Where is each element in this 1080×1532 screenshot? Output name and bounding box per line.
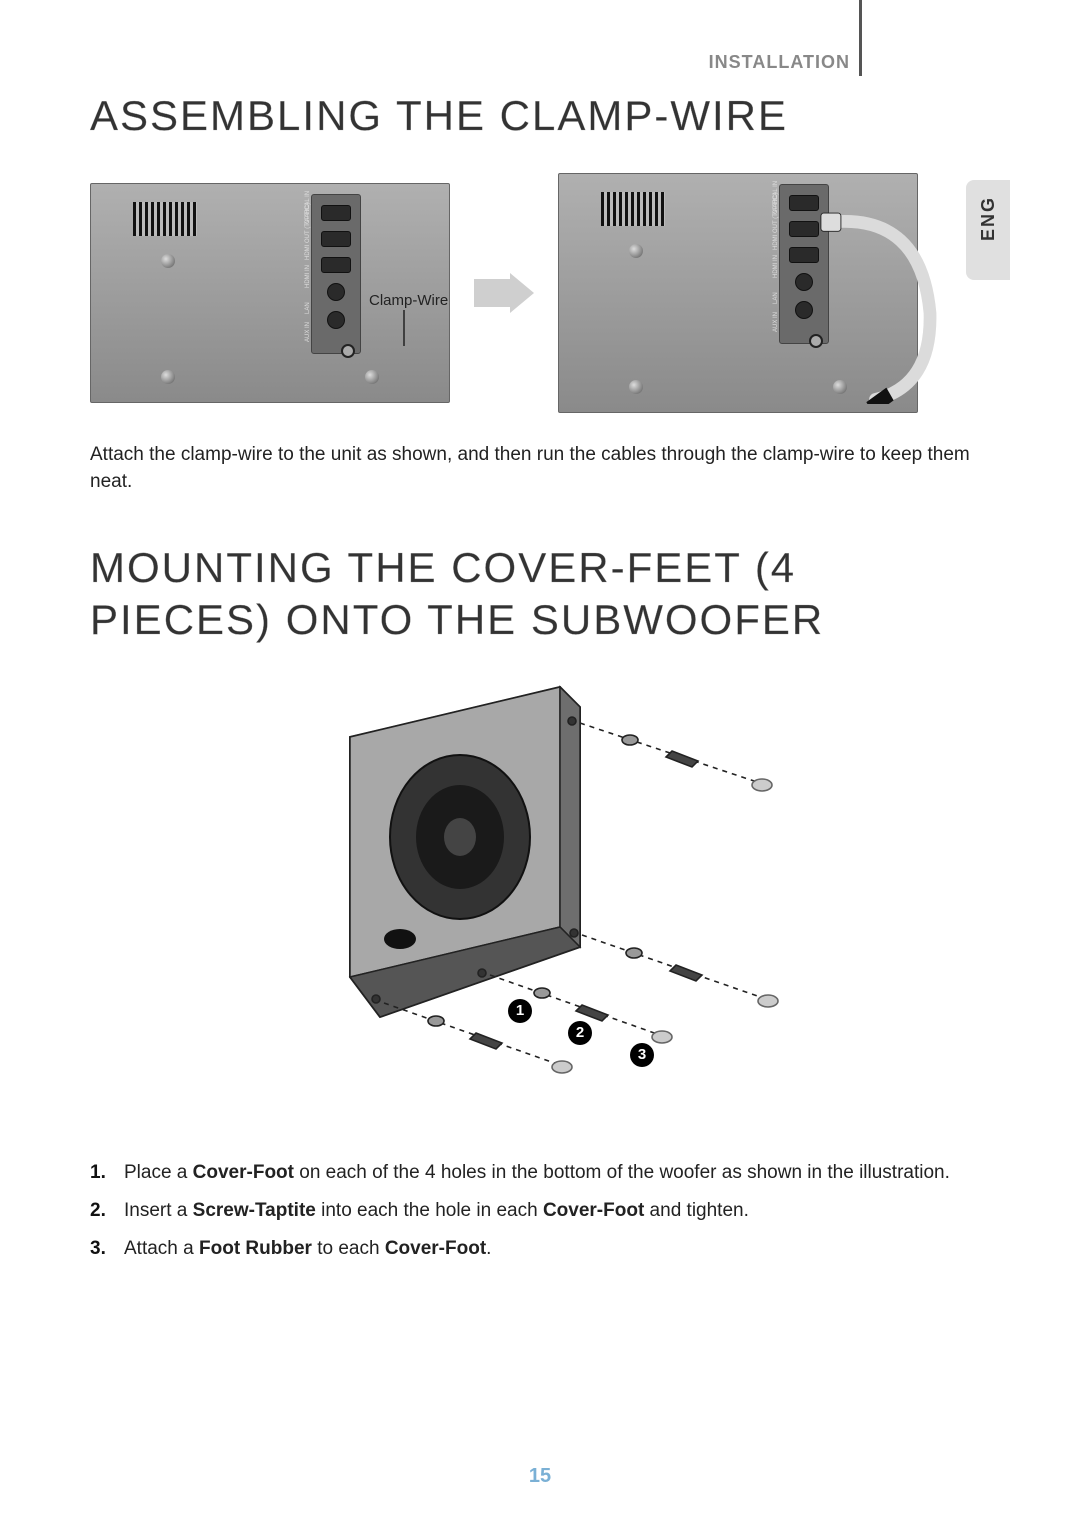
section-label: INSTALLATION [709, 52, 850, 73]
port-label-3: HDMI IN [305, 265, 311, 288]
clamp-wire-point [341, 344, 355, 358]
port-label-2: HDMI OUT (TV-ARC) [305, 202, 311, 259]
step-text: Insert a [124, 1200, 193, 1221]
clamp-wire-label: Clamp-Wire [369, 292, 448, 309]
section1-title: ASSEMBLING THE CLAMP-WIRE [90, 90, 990, 143]
step-bold: Foot Rubber [199, 1238, 312, 1259]
port-label-5: AUX IN [305, 321, 311, 341]
step-bold: Cover-Foot [385, 1238, 486, 1259]
port-label-4: LAN [305, 302, 311, 314]
port-optical [789, 195, 819, 211]
step-text: Place a [124, 1162, 193, 1183]
clamp-wire-figure: OPTICAL IN HDMI OUT (TV-ARC) HDMI IN LAN… [90, 173, 990, 413]
language-tab: ENG [966, 180, 1010, 280]
port-block [779, 184, 829, 344]
cable-illustration [815, 204, 945, 404]
clamp-wire-point [809, 334, 823, 348]
device-panel-after: OPTICAL IN HDMI OUT (TV-ARC) HDMI IN LAN… [558, 173, 918, 413]
step-bold: Cover-Foot [193, 1162, 294, 1183]
barcode-icon [133, 202, 197, 236]
rivet-icon [833, 380, 847, 394]
port-optical [321, 205, 351, 221]
rivet-icon [365, 370, 379, 384]
port-label-5: AUX IN [773, 311, 779, 331]
rivet-icon [629, 380, 643, 394]
callout-3: 3 [630, 1043, 654, 1067]
step-text: on each of the 4 holes in the bottom of … [294, 1162, 950, 1183]
rivet-icon [161, 370, 175, 384]
section2-title: MOUNTING THE COVER-FEET (4 PIECES) ONTO … [90, 542, 990, 647]
barcode-icon [601, 192, 665, 226]
section1-body: Attach the clamp-wire to the unit as sho… [90, 441, 990, 496]
port-aux [327, 311, 345, 329]
subwoofer-figure: 1 2 3 [260, 677, 820, 1117]
port-hdmi-in [321, 257, 351, 273]
callout-1: 1 [508, 999, 532, 1023]
arrow-right-icon [474, 273, 534, 313]
rivet-icon [629, 244, 643, 258]
port-lan [795, 273, 813, 291]
page-number: 15 [0, 1465, 1080, 1488]
callout-2: 2 [568, 1021, 592, 1045]
language-tab-text: ENG [978, 196, 999, 241]
port-hdmi-out [789, 221, 819, 237]
step-2: Insert a Screw-Taptite into each the hol… [90, 1195, 990, 1227]
port-label-4: LAN [773, 292, 779, 304]
device-panel-before: OPTICAL IN HDMI OUT (TV-ARC) HDMI IN LAN… [90, 183, 450, 403]
step-1: Place a Cover-Foot on each of the 4 hole… [90, 1157, 990, 1189]
step-text: to each [312, 1238, 385, 1259]
port-hdmi-in [789, 247, 819, 263]
port-label-3: HDMI IN [773, 255, 779, 278]
label-leader-line [399, 310, 409, 350]
port-aux [795, 301, 813, 319]
steps-list: Place a Cover-Foot on each of the 4 hole… [90, 1157, 990, 1266]
port-hdmi-out [321, 231, 351, 247]
step-3: Attach a Foot Rubber to each Cover-Foot. [90, 1233, 990, 1265]
step-bold: Cover-Foot [543, 1200, 644, 1221]
step-text: Attach a [124, 1238, 199, 1259]
step-text: . [486, 1238, 491, 1259]
port-label-2: HDMI OUT (TV-ARC) [773, 192, 779, 249]
subwoofer-svg [260, 677, 820, 1117]
port-block [311, 194, 361, 354]
port-lan [327, 283, 345, 301]
step-bold: Screw-Taptite [193, 1200, 316, 1221]
rivet-icon [161, 254, 175, 268]
step-text: and tighten. [644, 1200, 749, 1221]
step-text: into each the hole in each [316, 1200, 543, 1221]
header-divider [859, 0, 862, 76]
